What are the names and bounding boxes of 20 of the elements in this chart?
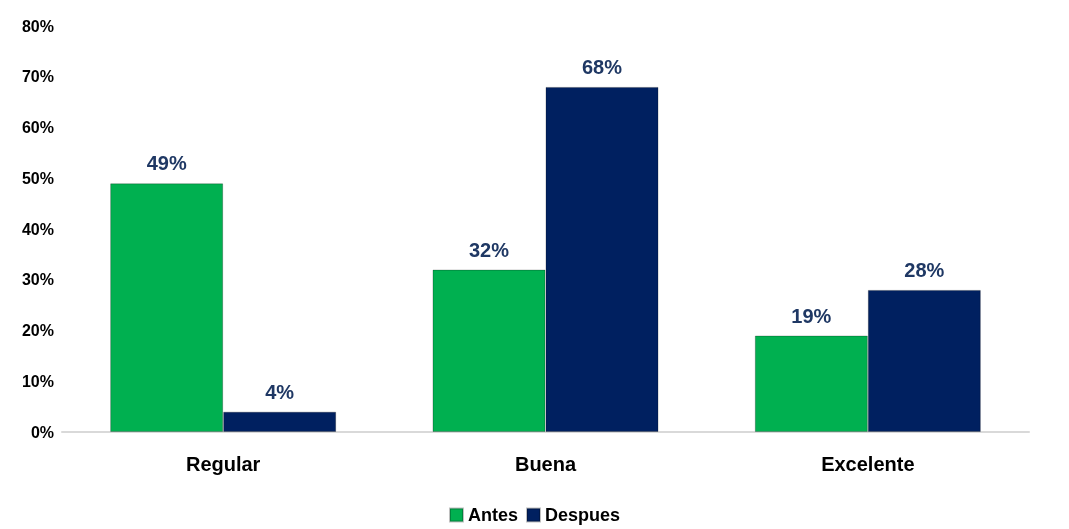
data-label: 19% <box>791 304 832 327</box>
y-tick-label: 20% <box>21 322 54 339</box>
y-tick-label: 40% <box>21 220 54 238</box>
y-tick-label: 30% <box>21 271 54 289</box>
x-tick-label: Buena <box>514 453 577 475</box>
y-tick-label: 50% <box>21 169 54 187</box>
x-tick-label: Excelente <box>821 453 915 475</box>
data-label: 4% <box>265 380 295 403</box>
legend-label: Despues <box>544 505 621 525</box>
data-label: 32% <box>468 238 510 261</box>
legend-label: Antes <box>467 505 518 525</box>
data-label: 49% <box>146 152 187 175</box>
data-label: 68% <box>581 55 623 78</box>
y-tick-label: 10% <box>21 372 54 390</box>
data-label: 28% <box>904 258 945 281</box>
y-tick-label: 0% <box>30 423 54 441</box>
x-tick-label: Regular <box>185 453 261 475</box>
y-tick-label: 80% <box>21 17 54 35</box>
y-tick-label: 70% <box>21 68 54 86</box>
y-tick-label: 60% <box>21 119 54 136</box>
